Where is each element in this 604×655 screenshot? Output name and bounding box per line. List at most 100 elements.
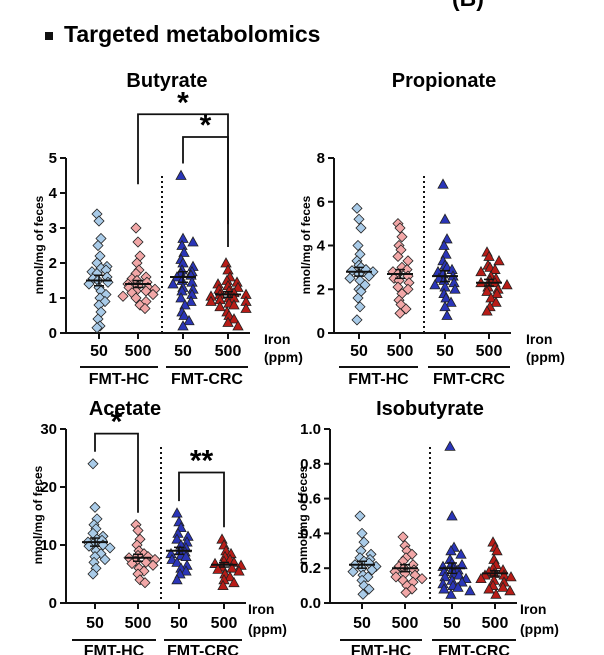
data-point [490,588,502,599]
iron-label: Iron [520,601,546,617]
x-tick-label: 500 [125,615,152,632]
data-point [179,299,191,310]
y-tick-label: 0 [317,325,325,342]
data-point [392,250,404,263]
series-fmt-crc-500 [205,257,252,331]
data-point [455,548,467,559]
y-tick-label: 0 [49,325,57,342]
data-point [438,239,450,250]
data-point [352,239,364,252]
data-point [439,571,451,582]
data-point [177,232,189,243]
data-point [446,510,458,521]
figure-heading: Targeted metabolomics [64,21,320,47]
group-label: FMT-CRC [167,643,239,655]
data-point [180,550,192,561]
x-tick-label: 50 [170,615,188,632]
data-point [91,322,103,334]
data-point [217,579,229,590]
data-point [226,562,238,573]
data-point [183,314,195,326]
x-tick-label: 50 [90,343,108,360]
data-point [87,458,99,470]
x-tick-label: 500 [476,343,503,360]
data-point [347,566,359,578]
x-tick-label: 500 [482,615,509,632]
data-point [232,320,244,331]
series-fmt-hc-50 [82,458,116,580]
data-point [232,281,244,292]
data-point [483,250,495,261]
y-tick-label: 10 [40,537,57,554]
data-point [439,300,451,312]
data-point [99,553,111,566]
series-fmt-crc-500 [475,536,517,599]
data-point [93,215,105,227]
data-point [205,295,217,306]
data-point [464,584,476,596]
data-point [214,300,226,312]
y-tick-label: 5 [49,150,57,167]
data-point [456,576,468,587]
group-label: FMT-HC [89,371,150,388]
data-point [438,583,450,594]
chart-isobutyrate: Isobutyrate 0.0 0.2 0.4 0.6 0.8 1.0 nmol/mg of … [296,398,559,655]
data-point [216,533,228,544]
group-label: FMT-CRC [438,643,510,655]
y-tick-label: 3 [49,220,57,237]
chart-title: Acetate [89,398,161,420]
data-point [439,213,451,224]
data-point [87,568,99,580]
data-point [445,588,457,599]
y-tick-label: 6 [317,194,325,211]
data-point [449,283,461,294]
ppm-label: (ppm) [520,621,559,637]
data-point [178,246,190,257]
data-point [89,501,101,513]
data-point [220,257,232,268]
chart-title: Isobutyrate [376,398,484,420]
iron-label: Iron [264,331,290,347]
data-point [394,307,406,319]
data-point [187,236,199,247]
data-point [92,239,104,252]
data-point [483,583,495,594]
data-point [222,264,234,275]
x-tick-label: 500 [387,343,414,360]
data-point [175,169,187,180]
data-point [175,292,187,303]
group-label: FMT-HC [348,371,409,388]
x-tick-label: 50 [174,343,192,360]
data-point [396,231,408,243]
series-fmt-crc-500 [475,246,513,316]
x-tick-label: 500 [392,615,419,632]
x-tick-label: 500 [215,343,242,360]
data-point [173,515,185,527]
group-label: FMT-CRC [171,371,243,388]
data-point [353,213,365,225]
data-point [233,565,245,576]
data-point [475,265,487,277]
data-point [139,577,151,589]
data-point [167,278,179,289]
data-point [177,320,189,331]
ppm-label: (ppm) [526,349,565,365]
data-point [224,571,236,582]
figure-header: Targeted metabolomics (B) [45,0,484,47]
panel-letter: (B) [452,0,484,11]
data-point [497,581,509,592]
data-point [222,316,234,327]
data-point [397,531,409,543]
y-tick-label: 0.4 [300,525,322,542]
data-point [504,584,516,596]
data-point [400,586,412,599]
data-point [358,536,370,548]
data-point [363,583,375,595]
series-fmt-crc-50 [437,440,476,599]
x-tick-label: 500 [125,343,152,360]
significance-bracket [182,136,229,247]
data-point [351,202,363,214]
data-point [132,524,144,537]
